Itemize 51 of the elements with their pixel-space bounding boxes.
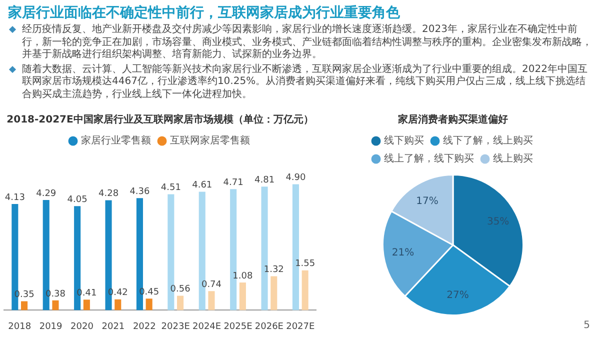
data-label: 4.29 [36, 188, 56, 199]
data-label: 4.28 [98, 189, 119, 200]
x-tick-label: 2019 [39, 322, 63, 332]
chart-title: 家居消费者购买渠道偏好 [397, 114, 508, 126]
data-label: 1.32 [264, 265, 284, 276]
data-label: 0.74 [201, 280, 222, 290]
data-label: 4.61 [192, 180, 212, 191]
data-label: 21% [392, 248, 414, 259]
bar [114, 299, 122, 310]
legend-label: 线上了解，线下购买 [384, 152, 474, 165]
chart-title: 2018-2027E中国家居行业及互联网家居市场规模（单位：万亿元） [6, 114, 314, 126]
x-tick-label: 2021 [102, 322, 125, 332]
text: 经历疫情反复、地产业新开楼盘及交付房减少等因素影响，家居行业的增长速度逐渐趋缓。2023年，家居行业在不确定性中前行，新一轮的竞争正在加剧，市场容量、商业模式、业务模式、产业链都面临着结构性调整与秩序的重构。企业密集发布新战略，并基于新战略进行组织架构调整、培育新能力、试探新的业务边界。 [22, 24, 592, 62]
bar [270, 276, 278, 310]
text: 5 [584, 320, 590, 331]
x-tick-label: 2020 [70, 322, 94, 332]
data-label: 4.71 [223, 178, 244, 188]
data-label: 0.56 [170, 284, 191, 295]
bar [52, 300, 59, 310]
bar [208, 291, 215, 310]
data-label: 27% [446, 290, 469, 301]
text: 随着大数据、云计算、人工智能等新兴技术向家居行业不断渗透，互联网家居企业逐渐成为了行业中重要的组成。2022年中国互联网家居市场规模达4467亿，行业渗透率约10.25%。从消费者购买渠道偏好来看，纯线下购买用户仅占三成，线上线下挑选结合购买成主流趋势，行业线上线下一体化进程加快。 [22, 64, 588, 101]
data-label: 4.05 [67, 194, 88, 205]
legend-label: 线上购买 [493, 152, 533, 165]
data-label: 4.13 [4, 192, 25, 203]
data-label: 17% [416, 196, 438, 208]
x-tick-label: 2024E [192, 322, 222, 332]
bar [83, 300, 90, 310]
legend-label: 家居行业零售额 [81, 134, 151, 147]
x-tick-label: 2022 [132, 322, 156, 332]
text: 家居行业面临在不确定性中前行，互联网家居成为行业重要角色 [8, 4, 400, 22]
bar [146, 298, 152, 310]
legend-label: 互联网家居零售额 [170, 134, 250, 147]
data-label: 4.36 [130, 186, 150, 197]
bar [302, 270, 308, 310]
data-label: 1.55 [295, 259, 316, 270]
bar [21, 301, 28, 310]
x-tick-label: 2023E [161, 322, 190, 332]
data-label: 35% [486, 216, 510, 228]
bar [177, 296, 184, 310]
x-tick-label: 2025E [224, 322, 253, 332]
bar [239, 282, 246, 310]
data-label: 1.08 [232, 271, 253, 282]
data-label: 4.90 [286, 173, 306, 184]
legend-label: 线下购买 [384, 134, 424, 147]
data-label: 4.81 [254, 175, 275, 186]
x-tick-label: 2027E [286, 322, 316, 332]
x-tick-label: 2026E [254, 322, 284, 332]
x-tick-label: 2018 [8, 322, 32, 332]
data-label: 4.51 [160, 183, 181, 194]
legend-label: 线下了解，线上购买 [443, 134, 533, 147]
